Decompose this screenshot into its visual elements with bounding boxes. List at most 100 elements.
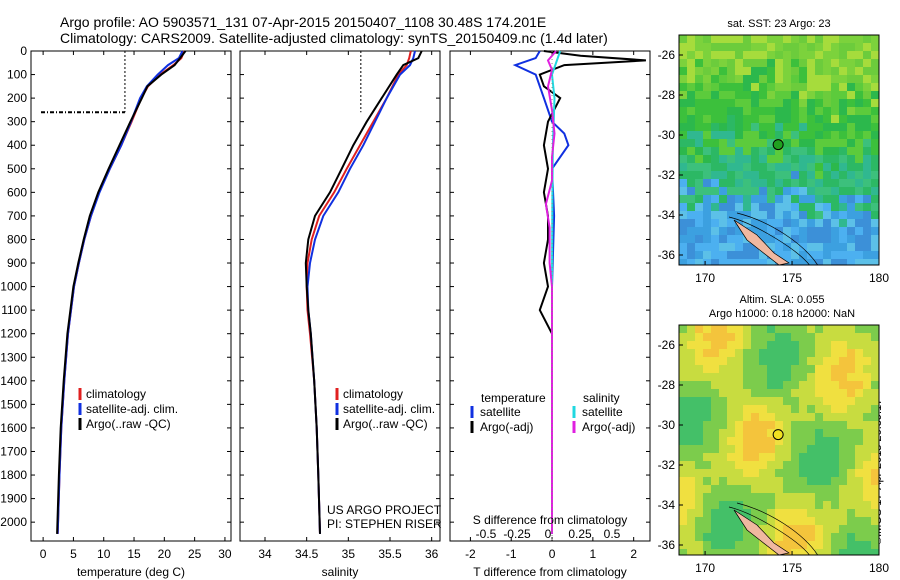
- map-cell: [839, 195, 847, 203]
- map-cell: [679, 187, 687, 195]
- map-cell: [743, 179, 751, 187]
- map-cell: [791, 381, 799, 389]
- map-cell: [799, 501, 807, 509]
- map-cell: [807, 195, 815, 203]
- map-cell: [735, 91, 743, 99]
- map-cell: [767, 533, 775, 541]
- map-cell: [831, 461, 839, 469]
- map-cell: [839, 115, 847, 123]
- map-cell: [823, 549, 831, 555]
- map-cell: [871, 365, 879, 373]
- map-cell: [735, 429, 743, 437]
- map-cell: [863, 155, 871, 163]
- x-tick-label: 25: [188, 547, 202, 561]
- map-cell: [791, 259, 799, 265]
- map-cell: [815, 549, 823, 555]
- map-cell: [815, 179, 823, 187]
- map-cell: [815, 107, 823, 115]
- map-cell: [839, 171, 847, 179]
- map-cell: [855, 373, 863, 381]
- map-cell: [799, 35, 807, 43]
- map-cell: [711, 541, 719, 549]
- map-cell: [839, 389, 847, 397]
- map-cell: [847, 163, 855, 171]
- map-cell: [783, 227, 791, 235]
- map-cell: [767, 91, 775, 99]
- map-cell: [799, 445, 807, 453]
- map-cell: [679, 227, 687, 235]
- map-cell: [735, 179, 743, 187]
- map-cell: [767, 549, 775, 555]
- map-cell: [775, 525, 783, 533]
- map-cell: [823, 453, 831, 461]
- map-cell: [855, 163, 863, 171]
- map-cell: [687, 549, 695, 555]
- map-cell: [831, 59, 839, 67]
- map-cell: [759, 35, 767, 43]
- map-cell: [783, 155, 791, 163]
- map-cell: [871, 493, 879, 501]
- map-cell: [695, 429, 703, 437]
- map-cell: [679, 349, 687, 357]
- map-cell: [695, 357, 703, 365]
- map-cell: [815, 259, 823, 265]
- map-cell: [719, 429, 727, 437]
- map-cell: [847, 35, 855, 43]
- map-cell: [831, 517, 839, 525]
- map-cell: [815, 35, 823, 43]
- map-cell: [767, 501, 775, 509]
- map-cell: [799, 147, 807, 155]
- map-cell: [695, 533, 703, 541]
- map-cell: [711, 35, 719, 43]
- map-cell: [807, 203, 815, 211]
- map-cell: [863, 437, 871, 445]
- map-cell: [799, 83, 807, 91]
- map-cell: [815, 219, 823, 227]
- map-cell: [719, 405, 727, 413]
- map-cell: [759, 259, 767, 265]
- map-cell: [751, 115, 759, 123]
- x-tick-label: 35.5: [378, 547, 402, 561]
- map-cell: [767, 357, 775, 365]
- depth-tick-label: 1100: [1, 303, 27, 317]
- map-cell: [743, 349, 751, 357]
- map-cell: [799, 381, 807, 389]
- map-cell: [799, 341, 807, 349]
- map-cell: [871, 445, 879, 453]
- map-cell: [799, 251, 807, 259]
- map-cell: [847, 195, 855, 203]
- map-cell: [863, 243, 871, 251]
- map-cell: [839, 243, 847, 251]
- map-cell: [839, 333, 847, 341]
- map-cell: [807, 493, 815, 501]
- map-cell: [719, 341, 727, 349]
- map-cell: [799, 91, 807, 99]
- map-cell: [807, 187, 815, 195]
- map-cell: [847, 179, 855, 187]
- map-cell: [735, 421, 743, 429]
- map-cell: [847, 67, 855, 75]
- map-cell: [703, 517, 711, 525]
- map-cell: [719, 243, 727, 251]
- map-cell: [687, 453, 695, 461]
- map-cell: [743, 469, 751, 477]
- x-axis-label-top: S difference from climatology: [473, 513, 628, 527]
- map-cell: [855, 147, 863, 155]
- map-cell: [719, 477, 727, 485]
- map-cell: [735, 123, 743, 131]
- land-shape: [733, 509, 790, 555]
- map-cell: [799, 349, 807, 357]
- map-cell: [743, 421, 751, 429]
- map-cell: [679, 139, 687, 147]
- map-cell: [679, 195, 687, 203]
- map-cell: [727, 461, 735, 469]
- map-cell: [679, 203, 687, 211]
- map-cell: [815, 59, 823, 67]
- map-cell: [871, 437, 879, 445]
- map-cell: [727, 389, 735, 397]
- map-cell: [687, 83, 695, 91]
- map-cell: [847, 509, 855, 517]
- map-cell: [831, 235, 839, 243]
- map-cell: [839, 139, 847, 147]
- map-cell: [687, 509, 695, 517]
